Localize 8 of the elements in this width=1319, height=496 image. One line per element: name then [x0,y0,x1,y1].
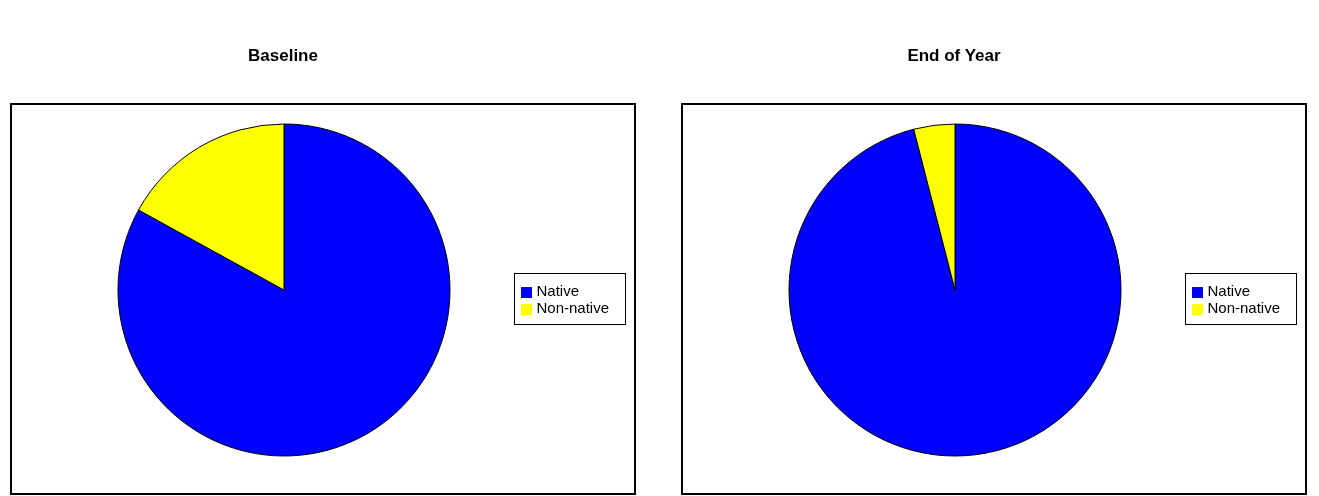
chart-title: End of Year [906,44,1002,67]
legend-label: Non-native [536,299,609,316]
pie-slice [788,123,1122,457]
legend-label: Native [1207,282,1250,299]
chart-title: Baseline [247,44,319,67]
legend-label: Non-native [1207,299,1280,316]
pie-slice [117,123,451,457]
legend-label: Native [536,282,579,299]
